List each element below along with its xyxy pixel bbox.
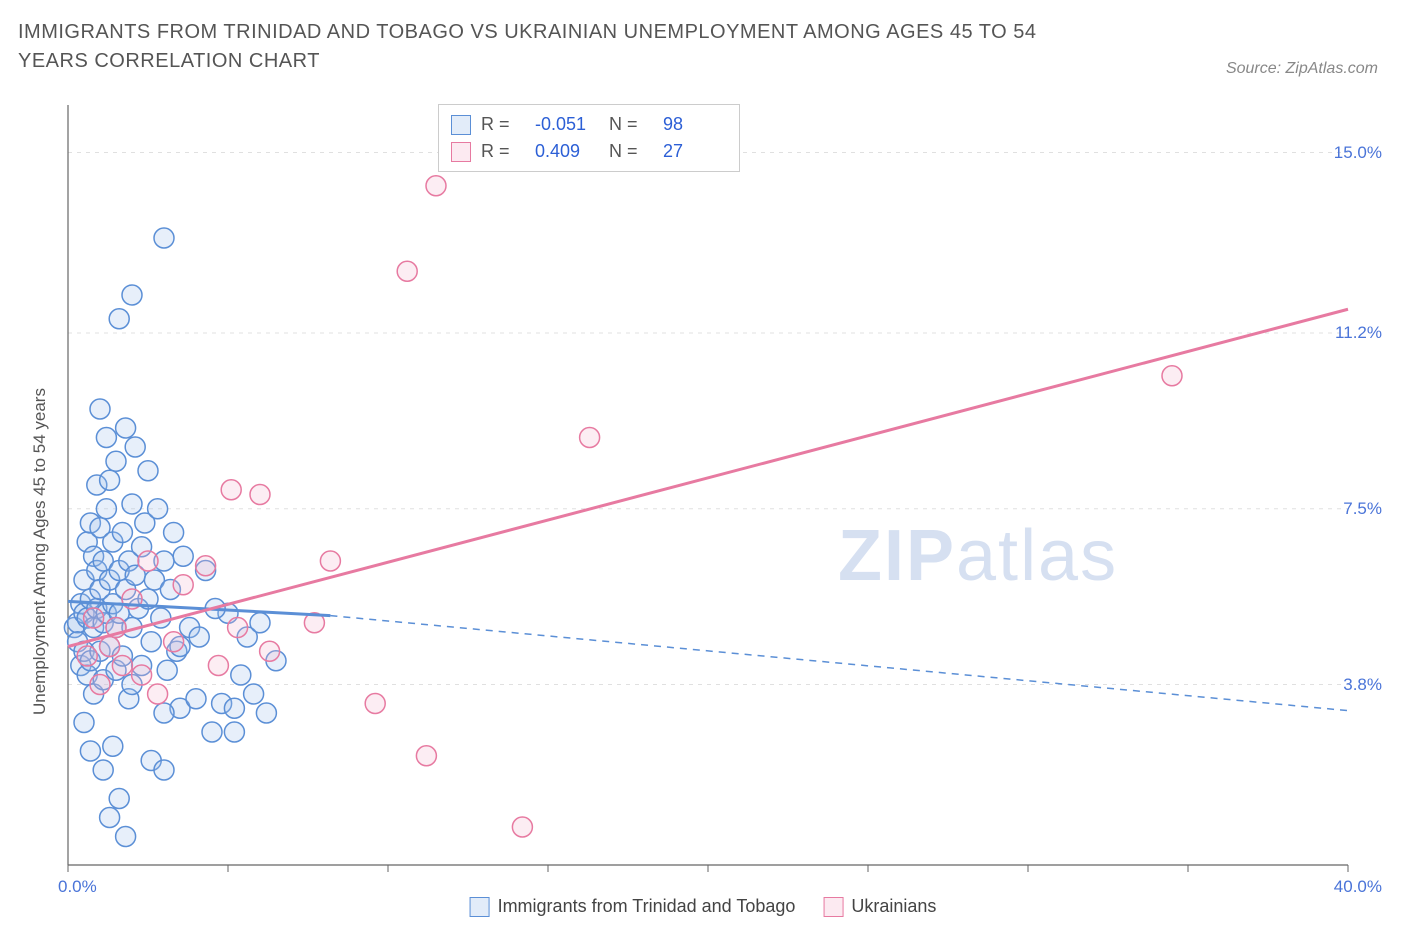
y-axis-tick-label: 7.5% bbox=[1343, 499, 1382, 519]
y-axis-tick-label: 15.0% bbox=[1334, 143, 1382, 163]
legend-N-label: N = bbox=[609, 111, 653, 138]
legend-swatch bbox=[823, 897, 843, 917]
y-axis-tick-label: 11.2% bbox=[1335, 323, 1382, 343]
legend-N-value: 27 bbox=[663, 138, 727, 165]
legend-series-label: Ukrainians bbox=[851, 896, 936, 917]
chart-area: Unemployment Among Ages 45 to 54 years Z… bbox=[18, 95, 1388, 915]
legend-R-value: -0.051 bbox=[535, 111, 599, 138]
legend-series: Immigrants from Trinidad and Tobago Ukrai… bbox=[470, 896, 937, 917]
legend-stat-row: R = 0.409 N = 27 bbox=[451, 138, 727, 165]
x-axis-min-label: 0.0% bbox=[58, 877, 97, 897]
legend-R-label: R = bbox=[481, 138, 525, 165]
legend-N-value: 98 bbox=[663, 111, 727, 138]
legend-swatch bbox=[451, 115, 471, 135]
legend-swatch bbox=[470, 897, 490, 917]
legend-series-item: Immigrants from Trinidad and Tobago bbox=[470, 896, 796, 917]
legend-swatch bbox=[451, 142, 471, 162]
scatter-plot bbox=[18, 95, 1388, 905]
legend-series-item: Ukrainians bbox=[823, 896, 936, 917]
legend-series-label: Immigrants from Trinidad and Tobago bbox=[498, 896, 796, 917]
legend-stat-row: R = -0.051 N = 98 bbox=[451, 111, 727, 138]
legend-N-label: N = bbox=[609, 138, 653, 165]
source-label: Source: ZipAtlas.com bbox=[1226, 60, 1378, 78]
legend-stats: R = -0.051 N = 98 R = 0.409 N = 27 bbox=[438, 104, 740, 172]
legend-R-label: R = bbox=[481, 111, 525, 138]
legend-R-value: 0.409 bbox=[535, 138, 599, 165]
chart-title: IMMIGRANTS FROM TRINIDAD AND TOBAGO VS U… bbox=[18, 18, 1078, 76]
x-axis-max-label: 40.0% bbox=[1334, 877, 1382, 897]
y-axis-tick-label: 3.8% bbox=[1343, 675, 1382, 695]
